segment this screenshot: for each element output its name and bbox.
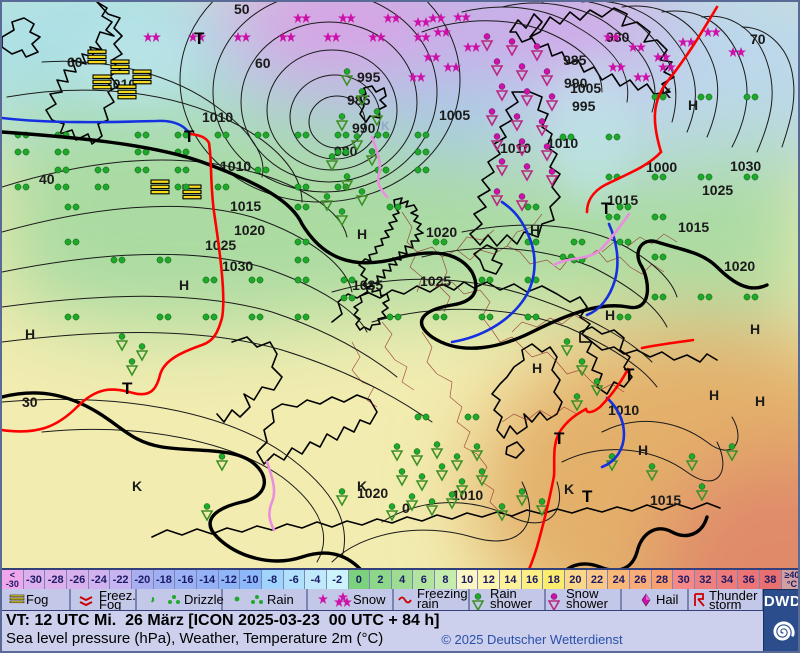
svg-text:Rain: Rain bbox=[267, 592, 294, 607]
svg-text:T: T bbox=[624, 365, 635, 384]
svg-text:T: T bbox=[582, 487, 593, 506]
svg-text:T: T bbox=[194, 29, 205, 48]
svg-text:Hail: Hail bbox=[656, 592, 679, 607]
svg-text:storm: storm bbox=[709, 597, 742, 610]
svg-text:Snow: Snow bbox=[353, 592, 386, 607]
svg-text:shower: shower bbox=[566, 596, 609, 610]
svg-text:T: T bbox=[122, 379, 133, 398]
svg-text:rain: rain bbox=[417, 596, 439, 610]
svg-text:Fog: Fog bbox=[26, 592, 48, 607]
svg-text:T: T bbox=[601, 199, 612, 218]
svg-text:shower: shower bbox=[490, 596, 533, 610]
svg-text:Fog: Fog bbox=[99, 597, 121, 610]
svg-text:Drizzle: Drizzle bbox=[184, 592, 224, 607]
svg-text:T: T bbox=[184, 127, 195, 146]
svg-text:T: T bbox=[554, 429, 565, 448]
